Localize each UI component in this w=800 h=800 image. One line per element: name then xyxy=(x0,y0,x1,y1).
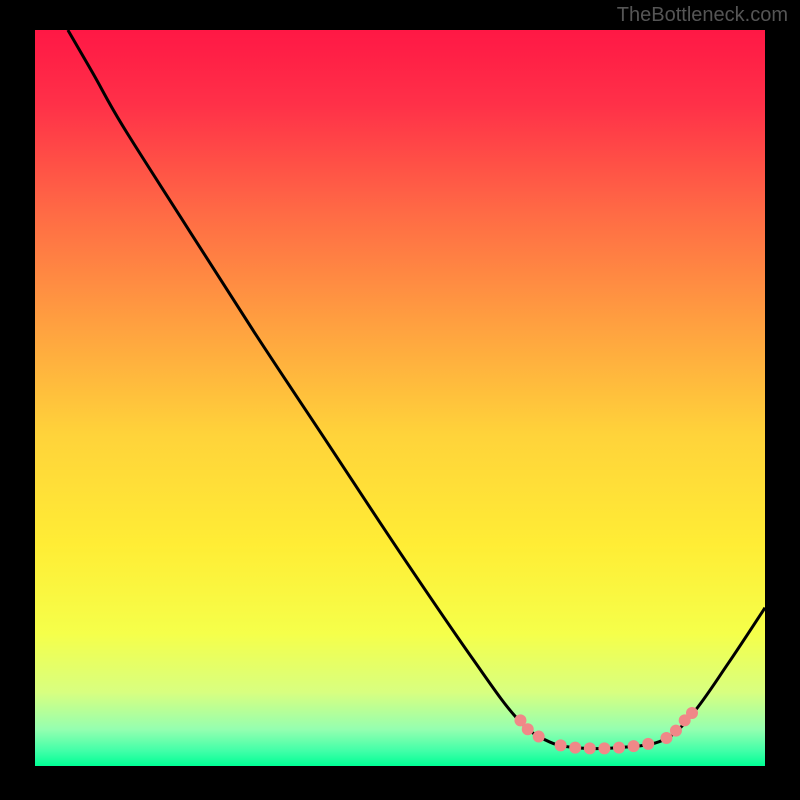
curve-marker xyxy=(533,731,545,743)
curve-marker xyxy=(686,707,698,719)
curve-marker xyxy=(555,739,567,751)
bottleneck-curve xyxy=(35,30,765,766)
watermark-text: TheBottleneck.com xyxy=(617,4,788,27)
curve-marker xyxy=(628,740,640,752)
curve-marker xyxy=(642,738,654,750)
curve-marker xyxy=(613,742,625,754)
curve-marker xyxy=(598,742,610,754)
curve-marker xyxy=(584,742,596,754)
curve-marker xyxy=(569,742,581,754)
chart-plot-area xyxy=(35,30,765,766)
curve-marker xyxy=(670,725,682,737)
curve-marker xyxy=(660,732,672,744)
curve-marker xyxy=(522,723,534,735)
